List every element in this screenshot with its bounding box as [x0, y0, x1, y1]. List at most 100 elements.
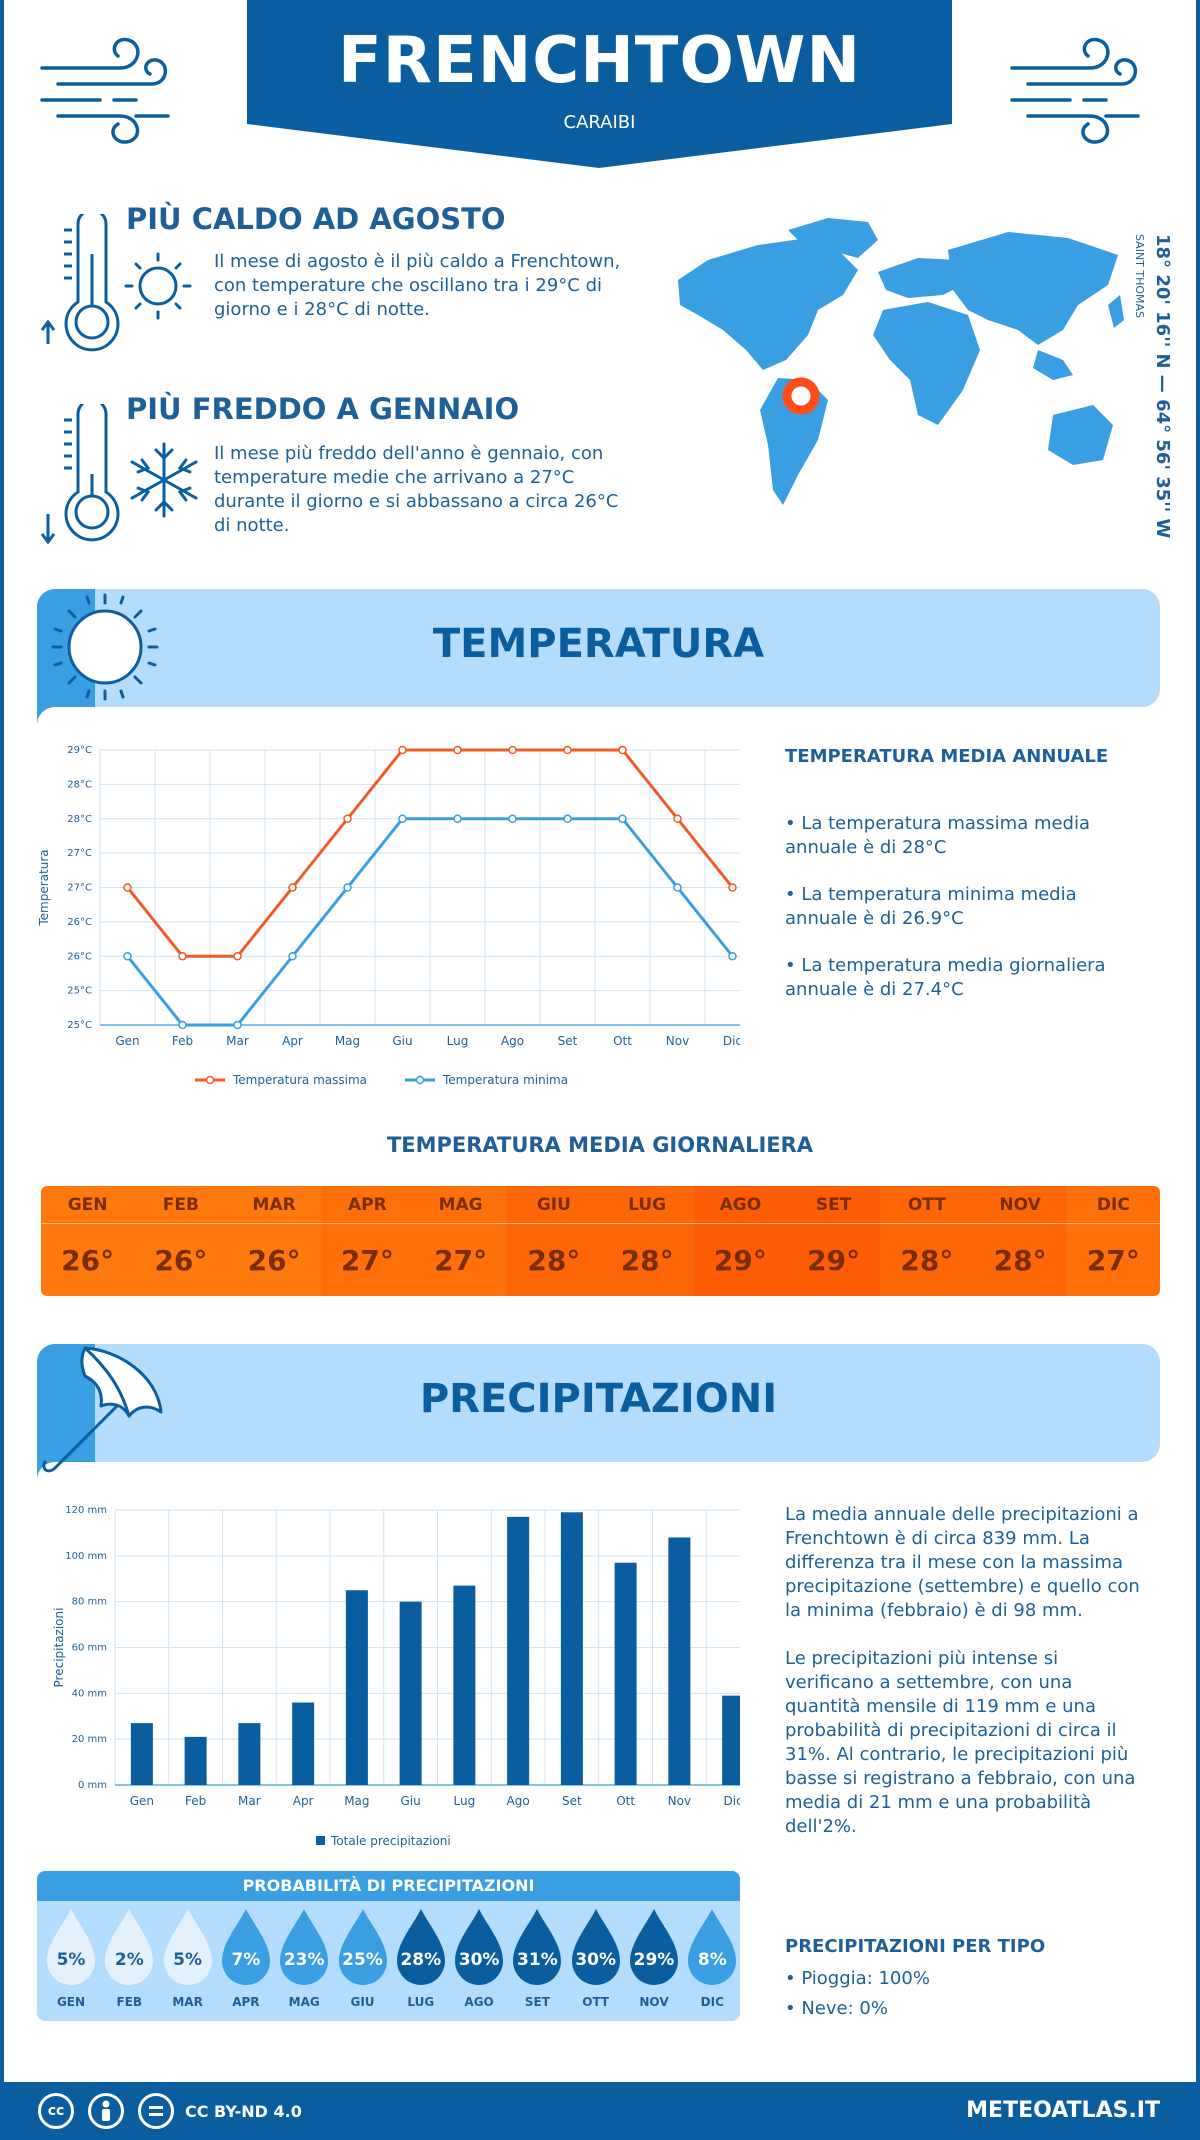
y-tick-label: 25°C — [67, 1020, 92, 1031]
precip-type-title: PRECIPITAZIONI PER TIPO — [785, 1936, 1046, 1957]
raindrop-icon — [338, 1909, 387, 1985]
probability-value: 29% — [633, 1950, 675, 1970]
daily-temp-value: 26° — [154, 1243, 208, 1277]
y-tick-label: 100 mm — [65, 1551, 107, 1562]
probability-month: SET — [524, 1995, 550, 2009]
legend-marker — [415, 1075, 425, 1085]
daily-temp-month: NOV — [973, 1186, 1067, 1224]
daily-temp-value: 26° — [61, 1243, 115, 1277]
legend-label: Totale precipitazioni — [330, 1834, 451, 1848]
y-tick-label: 26°C — [67, 917, 92, 928]
daily-temp-value: 27° — [434, 1243, 488, 1277]
cc-icon[interactable]: cc — [38, 2093, 74, 2129]
grid — [99, 749, 740, 1026]
temperature-section-bar — [37, 589, 1160, 707]
x-tick-label: Mag — [344, 1794, 369, 1808]
precip-bar — [238, 1723, 261, 1785]
precip-bar — [614, 1562, 637, 1785]
x-tick-label: Gen — [115, 1034, 139, 1048]
daily-temp-month: MAR — [227, 1186, 321, 1224]
precip-bar — [507, 1516, 530, 1785]
probability-value: 7% — [231, 1950, 261, 1970]
precip-type-rain: • Pioggia: 100% — [785, 1968, 930, 1989]
probability-value: 23% — [283, 1950, 325, 1970]
y-tick-label: 80 mm — [72, 1597, 107, 1608]
annual-temp-bullet-2: • La temperatura minima media annuale è … — [785, 884, 1077, 929]
x-tick-label: Giu — [401, 1794, 421, 1808]
x-tick-label: Feb — [172, 1034, 193, 1048]
precip-bar — [668, 1537, 691, 1785]
hottest-text: Il mese di agosto è il più caldo a Frenc… — [214, 251, 621, 320]
daily-temp-cell: APR 27° — [320, 1186, 414, 1296]
daily-temp-month: DIC — [1066, 1186, 1160, 1224]
precip-bar — [722, 1695, 740, 1785]
daily-temp-month: OTT — [880, 1186, 974, 1224]
daily-temp-cell: DIC 27° — [1066, 1186, 1160, 1296]
precip-section-bar — [37, 1344, 1160, 1462]
data-point — [398, 814, 407, 823]
series-line — [126, 748, 734, 958]
raindrop-icon — [163, 1909, 212, 1985]
probability-drop: 23% MAG — [275, 1907, 333, 2019]
x-tick-label: Ott — [613, 1034, 632, 1048]
y-tick-label: 25°C — [67, 986, 92, 997]
site-name[interactable]: METEOATLAS.IT — [966, 2098, 1160, 2123]
data-point — [343, 814, 352, 823]
data-point — [563, 814, 572, 823]
data-point — [563, 745, 572, 755]
probability-drop: 25% GIU — [334, 1907, 392, 2019]
precip-section-title: PRECIPITAZIONI — [419, 1376, 778, 1422]
series-line — [126, 817, 734, 1027]
city-name: FRENCHTOWN — [337, 24, 862, 98]
cold-thermometer-icon — [40, 404, 198, 545]
wind-icon-right — [1010, 37, 1140, 144]
x-tick-label: Lug — [447, 1034, 469, 1048]
y-tick-label: 27°C — [67, 848, 92, 859]
legend-marker — [205, 1075, 215, 1085]
daily-temp-cell: AGO 29° — [693, 1186, 787, 1296]
daily-temp-value: 28° — [527, 1243, 581, 1277]
probability-value: 30% — [458, 1950, 500, 1970]
precipitation-chart: 0 mm 20 mm 40 mm 60 mm 80 mm 100 mm 120 mm Gen F… — [52, 1505, 740, 1848]
area-name: SAINT THOMAS — [1133, 234, 1146, 319]
y-tick-label: 27°C — [67, 883, 92, 894]
data-point — [178, 1020, 187, 1030]
precip-bar — [292, 1702, 315, 1785]
probability-month: GIU — [350, 1995, 375, 2009]
attribution-icon[interactable] — [88, 2093, 124, 2129]
probability-month: DIC — [700, 1995, 724, 2009]
data-point — [343, 883, 352, 892]
temperature-section-title: TEMPERATURA — [432, 621, 765, 667]
x-tick-label: Giu — [392, 1034, 412, 1048]
raindrop-icon — [688, 1909, 737, 1985]
precip-bar — [345, 1590, 368, 1785]
daily-temp-cell: MAG 27° — [414, 1186, 508, 1296]
probability-drop: 8% DIC — [683, 1907, 740, 2019]
probability-drop: 5% GEN — [42, 1907, 100, 2019]
x-tick-label: Dic — [723, 1034, 740, 1048]
data-point — [673, 814, 682, 823]
header-banner: FRENCHTOWN CARAIBI — [247, 0, 952, 168]
grid — [114, 1509, 740, 1786]
coordinates: 18° 20' 16'' N — 64° 56' 35'' W — [1152, 234, 1173, 539]
raindrop-icon — [630, 1909, 678, 1985]
data-point — [453, 745, 462, 755]
probability-value: 31% — [517, 1950, 558, 1970]
data-point — [233, 1020, 242, 1030]
daily-temp-month: GEN — [41, 1186, 135, 1224]
raindrop-icon — [47, 1909, 95, 1985]
license-text[interactable]: CC BY-ND 4.0 — [185, 2102, 302, 2121]
legend-label: Temperatura massima — [232, 1073, 367, 1087]
no-derivatives-icon[interactable] — [138, 2093, 174, 2129]
x-tick-label: Dic — [724, 1794, 740, 1808]
x-tick-label: Ott — [616, 1794, 635, 1808]
page — [4, 0, 1196, 2082]
probability-drop: 30% OTT — [567, 1907, 625, 2019]
data-point — [618, 814, 627, 823]
daily-temp-value: 29° — [807, 1243, 861, 1277]
wind-icon-left — [40, 37, 170, 144]
legend-label: Temperatura minima — [442, 1073, 568, 1087]
probability-value: 5% — [173, 1950, 203, 1970]
x-tick-label: Set — [562, 1794, 582, 1808]
data-point — [728, 952, 737, 961]
